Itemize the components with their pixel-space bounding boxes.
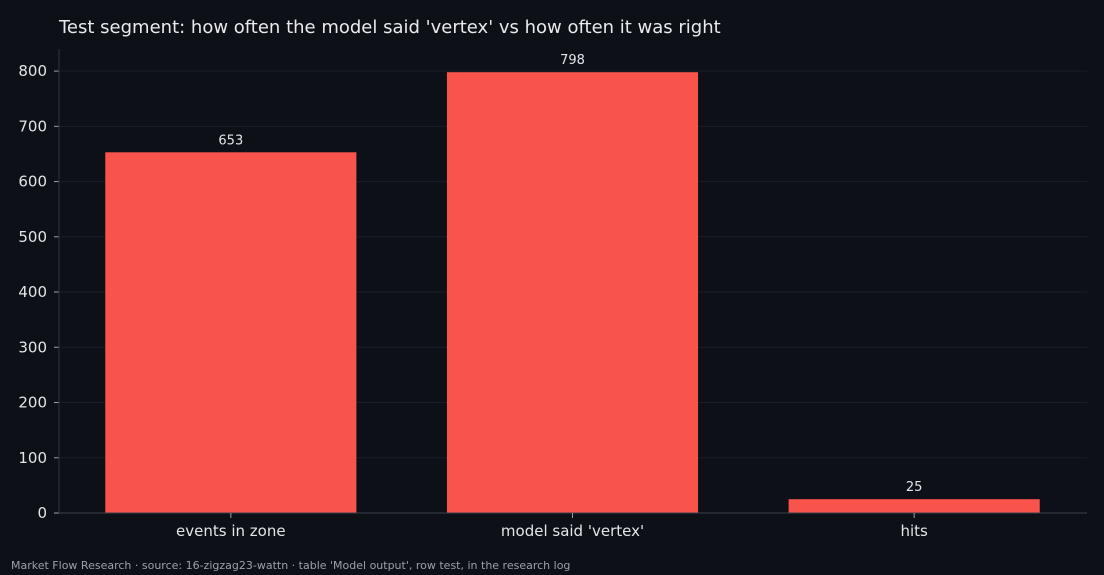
- axes: 0 100 200 300 400 500 600 700 800 events in zone m…: [18, 49, 1087, 540]
- y-tick-label: 300: [18, 338, 47, 356]
- bars: 653 798 25: [105, 53, 1040, 514]
- bar: [446, 72, 699, 513]
- bar: [788, 499, 1040, 513]
- y-tick-label: 100: [18, 449, 47, 467]
- y-tick-label: 600: [18, 173, 47, 191]
- source-footnote: Market Flow Research · source: 16-zigzag…: [11, 559, 571, 572]
- bar-value-label: 653: [218, 133, 243, 148]
- y-tick-label: 0: [37, 504, 47, 522]
- chart-title: Test segment: how often the model said '…: [58, 17, 721, 38]
- x-tick-label: events in zone: [176, 522, 286, 540]
- bar-value-label: 798: [560, 53, 585, 68]
- y-tick-label: 400: [18, 283, 47, 301]
- bar: [105, 152, 357, 514]
- x-tick-label: model said 'vertex': [501, 522, 644, 540]
- y-tick-label: 500: [18, 228, 47, 246]
- y-tick-label: 700: [18, 117, 47, 135]
- y-tick-label: 800: [18, 62, 47, 80]
- x-tick-label: hits: [900, 522, 928, 540]
- bar-value-label: 25: [906, 480, 923, 495]
- y-tick-label: 200: [18, 394, 47, 412]
